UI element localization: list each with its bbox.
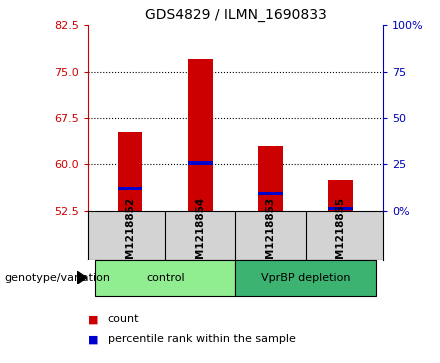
Bar [118, 187, 143, 191]
Bar [258, 192, 283, 195]
Bar [188, 60, 213, 211]
Text: GSM1218854: GSM1218854 [195, 196, 205, 274]
Bar [235, 260, 376, 296]
Bar [95, 260, 235, 296]
Bar [258, 146, 283, 211]
Bar [118, 132, 143, 211]
Title: GDS4829 / ILMN_1690833: GDS4829 / ILMN_1690833 [144, 8, 326, 22]
Text: count: count [108, 314, 139, 325]
Bar [188, 162, 213, 164]
Text: ■: ■ [88, 334, 99, 344]
Text: genotype/variation: genotype/variation [4, 273, 110, 283]
Text: GSM1218852: GSM1218852 [125, 196, 135, 274]
Polygon shape [77, 271, 87, 284]
Text: percentile rank within the sample: percentile rank within the sample [108, 334, 296, 344]
Bar [328, 207, 353, 210]
Text: GSM1218853: GSM1218853 [265, 196, 275, 274]
Text: ■: ■ [88, 314, 99, 325]
Bar [328, 180, 353, 211]
Text: VprBP depletion: VprBP depletion [261, 273, 350, 283]
Text: GSM1218855: GSM1218855 [336, 196, 346, 274]
Text: control: control [146, 273, 184, 283]
